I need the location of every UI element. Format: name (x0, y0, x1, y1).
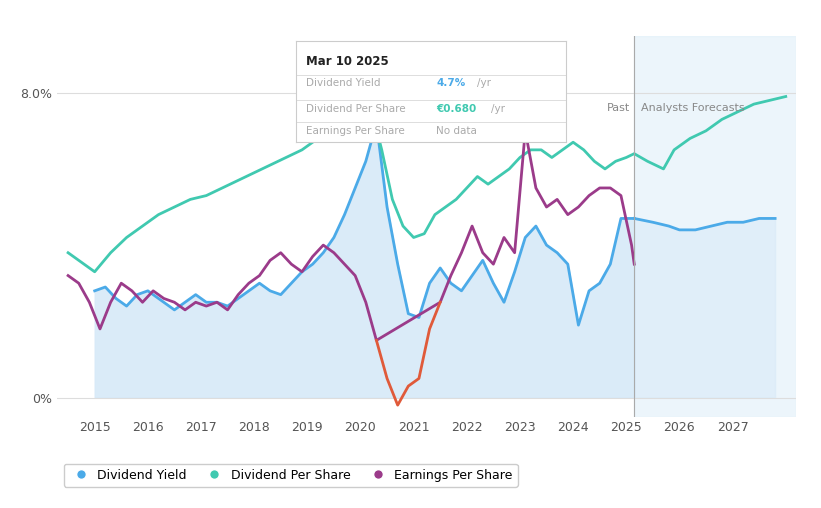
Text: €0.680: €0.680 (437, 104, 477, 114)
Text: No data: No data (437, 126, 477, 136)
Text: Past: Past (607, 103, 630, 113)
Text: /yr: /yr (477, 78, 491, 88)
Text: Analysts Forecasts: Analysts Forecasts (640, 103, 745, 113)
Text: 4.7%: 4.7% (437, 78, 466, 88)
Text: Dividend Per Share: Dividend Per Share (306, 104, 406, 114)
Legend: Dividend Yield, Dividend Per Share, Earnings Per Share: Dividend Yield, Dividend Per Share, Earn… (64, 463, 517, 487)
Text: Earnings Per Share: Earnings Per Share (306, 126, 405, 136)
Text: Mar 10 2025: Mar 10 2025 (306, 55, 389, 68)
Bar (635, 36, 796, 417)
Text: /yr: /yr (491, 104, 505, 114)
Text: Dividend Yield: Dividend Yield (306, 78, 381, 88)
